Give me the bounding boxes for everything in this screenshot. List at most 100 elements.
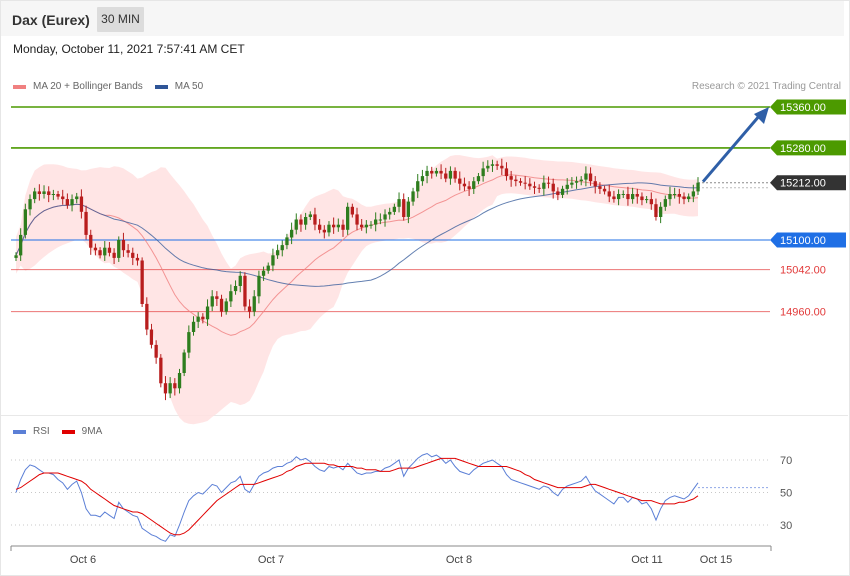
candle-body	[659, 206, 663, 217]
level-label-0: 15360.00	[780, 102, 826, 114]
candle-body	[397, 199, 401, 207]
candle-body	[261, 270, 266, 276]
candle-body	[182, 352, 186, 373]
candle-body	[612, 196, 616, 200]
candle-body	[574, 181, 579, 183]
candle-body	[75, 196, 79, 200]
candle-body	[518, 181, 523, 183]
candle-body	[626, 194, 630, 200]
candle-body	[462, 183, 467, 187]
candle-body	[556, 191, 560, 195]
candle-body	[28, 199, 32, 210]
candle-body	[243, 275, 247, 307]
candle-body	[682, 196, 686, 200]
candle-body	[579, 179, 583, 182]
candle-body	[42, 191, 46, 194]
candle-body	[280, 245, 284, 251]
candle-body	[163, 383, 168, 394]
candle-body	[631, 194, 635, 200]
legend-ma20-label: MA 20 + Bollinger Bands	[33, 81, 143, 92]
candle-body	[98, 250, 102, 256]
candle-body	[257, 275, 261, 297]
candle-body	[140, 260, 144, 304]
candle-body	[434, 170, 439, 174]
candle-body	[691, 191, 695, 197]
candle-body	[458, 178, 462, 184]
candle-body	[504, 168, 509, 177]
ma20-swatch	[13, 84, 26, 89]
candle-body	[126, 250, 130, 253]
x-tick-label: Oct 8	[446, 554, 472, 566]
level-label-4: 15042.00	[780, 265, 826, 277]
candle-body	[392, 206, 396, 212]
level-label-3: 15100.00	[780, 235, 826, 247]
candle-body	[149, 329, 154, 345]
level-label-2: 15212.00	[780, 178, 826, 190]
candle-body	[617, 194, 621, 200]
candle-body	[336, 224, 340, 228]
9ma-line	[15, 457, 699, 536]
candle-body	[509, 176, 513, 180]
candle-body	[177, 373, 182, 389]
copyright-text: Research © 2021 Trading Central	[691, 81, 841, 92]
candle-body	[266, 265, 270, 271]
candle-body	[112, 252, 116, 258]
candle-body	[383, 214, 387, 220]
bollinger-band	[16, 155, 698, 425]
candle-body	[453, 170, 457, 179]
candle-body	[121, 240, 126, 251]
candle-body	[229, 291, 233, 302]
candle-body	[490, 164, 495, 166]
candle-body	[495, 164, 499, 166]
rsi-tick-50: 50	[780, 488, 792, 500]
candle-body	[364, 224, 368, 228]
candle-body	[439, 170, 443, 174]
ma50-swatch	[154, 84, 168, 89]
candle-body	[472, 181, 476, 189]
candle-body	[56, 194, 60, 197]
candle-body	[551, 183, 555, 192]
candle-body	[607, 191, 611, 197]
candle-body	[542, 182, 546, 189]
candle-body	[420, 176, 425, 182]
candle-body	[224, 301, 228, 312]
chart-header: Dax (Eurex) 30 MIN	[1, 1, 844, 36]
timeframe-button[interactable]: 30 MIN	[97, 7, 144, 32]
ma9-swatch	[61, 429, 75, 434]
candle-body	[276, 250, 280, 256]
x-tick-label: Oct 6	[70, 554, 96, 566]
candle-body	[238, 275, 242, 286]
candle-body	[481, 168, 485, 177]
rsi-tick-30: 30	[780, 520, 792, 532]
datetime-label: Monday, October 11, 2021 7:57:41 AM CET	[13, 42, 245, 56]
candle-body	[252, 296, 256, 312]
candle-body	[406, 201, 410, 217]
candle-body	[47, 191, 51, 195]
candle-body	[411, 191, 415, 202]
candle-body	[416, 181, 420, 192]
candle-body	[378, 219, 382, 221]
candle-body	[187, 332, 191, 353]
level-label-5: 14960.00	[780, 307, 826, 319]
candle-body	[191, 321, 196, 332]
candle-body	[532, 186, 537, 188]
candle-body	[588, 173, 593, 182]
candle-body	[374, 219, 378, 225]
candle-body	[696, 182, 700, 192]
candle-body	[131, 252, 135, 258]
candle-body	[19, 234, 23, 256]
candle-body	[33, 191, 37, 200]
candle-body	[271, 255, 275, 266]
candle-body	[210, 296, 214, 307]
candle-body	[23, 209, 27, 235]
candle-body	[70, 199, 74, 206]
candle-body	[117, 240, 121, 258]
level-tag-0	[770, 99, 846, 115]
candle-body	[425, 170, 429, 176]
candle-body	[290, 229, 294, 238]
candle-body	[308, 214, 312, 217]
candle-body	[654, 204, 658, 217]
candle-body	[402, 199, 406, 217]
x-tick-label: Oct 11	[631, 554, 663, 566]
